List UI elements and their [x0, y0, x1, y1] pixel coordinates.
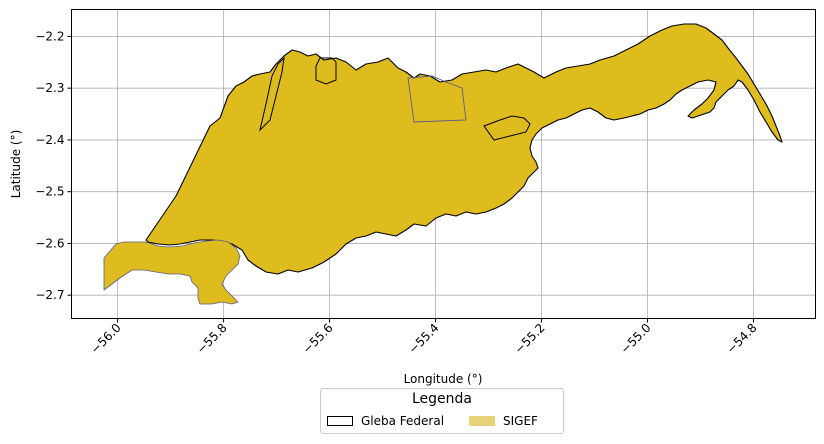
legend-item-gleba-federal: Gleba Federal	[327, 413, 444, 429]
legend-item-sigef: SIGEF	[469, 413, 538, 429]
y-tick-label: −2.7	[35, 288, 64, 302]
parcel-outline-strip	[259, 56, 285, 132]
legend-label: Gleba Federal	[361, 414, 445, 428]
legend-swatch-outline	[327, 416, 353, 426]
x-tick-label: −55.0	[618, 321, 654, 357]
y-axis: −2.2 −2.3 −2.4 −2.5 −2.6 −2.7	[35, 29, 72, 302]
legend: Legenda Gleba Federal SIGEF	[320, 388, 564, 434]
map-shapes	[103, 23, 783, 305]
y-axis-title: Latitude (°)	[9, 130, 23, 199]
x-tick-label: −55.2	[512, 321, 548, 357]
x-axis: −56.0 −55.8 −55.6 −55.4 −55.2 −55.0 −54.8	[88, 318, 760, 357]
x-tick-label: −54.8	[724, 321, 760, 357]
parcel-outline-east	[483, 115, 531, 141]
y-tick-label: −2.4	[35, 133, 64, 147]
y-tick-label: −2.3	[35, 81, 64, 95]
legend-title: Legenda	[411, 391, 472, 407]
parcel-outline-sigef-rect	[407, 75, 467, 123]
western-parcel	[103, 239, 241, 305]
y-tick-label: −2.6	[35, 236, 64, 250]
legend-label: SIGEF	[503, 414, 538, 428]
x-axis-title: Longitude (°)	[404, 372, 483, 386]
legend-swatch-filled	[469, 416, 495, 426]
x-tick-label: −55.6	[300, 321, 336, 357]
study-area-fill	[145, 23, 783, 275]
parcel-outline-small	[315, 57, 337, 85]
x-tick-label: −55.4	[406, 321, 442, 357]
x-tick-label: −55.8	[194, 321, 230, 357]
plot-frame	[71, 9, 816, 319]
x-tick-label: −56.0	[88, 321, 124, 357]
y-tick-label: −2.2	[35, 29, 64, 43]
y-tick-label: −2.5	[35, 185, 64, 199]
